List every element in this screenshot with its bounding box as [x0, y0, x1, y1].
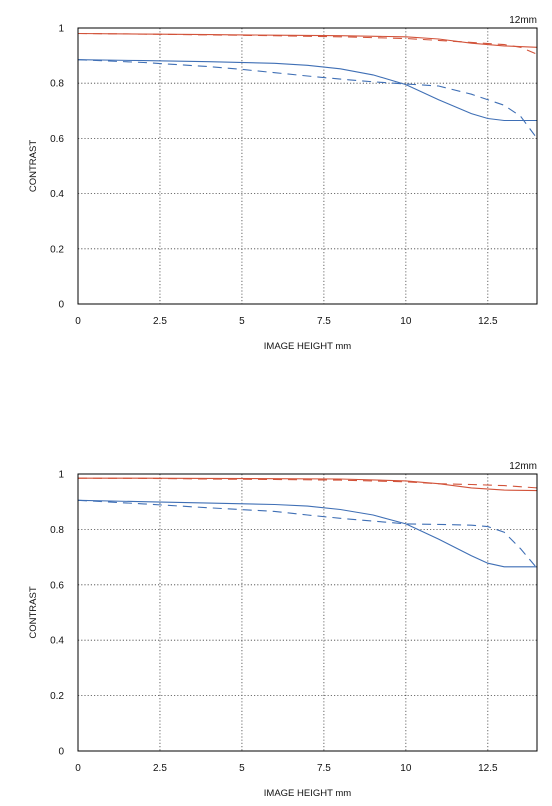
- x-axis-label: IMAGE HEIGHT mm: [264, 788, 352, 799]
- x-tick-label: 7.5: [317, 763, 331, 774]
- series-line-1: [77, 32, 538, 48]
- x-tick-label: 0: [75, 763, 81, 774]
- y-tick-label: 0.8: [50, 525, 64, 536]
- x-tick-label: 12.5: [478, 316, 498, 327]
- y-tick-label: 0: [58, 747, 64, 758]
- series-line-3: [77, 59, 537, 122]
- plot-frame: [77, 27, 538, 305]
- y-axis-label: CONTRAST: [28, 586, 39, 638]
- x-tick-label: 7.5: [317, 316, 331, 327]
- x-tick-label: 10: [400, 763, 412, 774]
- series-line-3: [77, 499, 537, 568]
- x-tick-label: 10: [400, 316, 412, 327]
- plot-frame: [77, 473, 538, 752]
- y-tick-label: 0.8: [50, 79, 64, 90]
- x-axis-label: IMAGE HEIGHT mm: [264, 341, 352, 352]
- y-tick-label: 0.2: [50, 691, 64, 702]
- focal-length-label: 12mm: [509, 15, 537, 26]
- y-axis-label: CONTRAST: [28, 140, 39, 192]
- series-line-4: [77, 59, 538, 139]
- y-tick-label: 0.2: [50, 244, 64, 255]
- y-tick-label: 1: [58, 470, 64, 481]
- series-line-4: [77, 499, 538, 569]
- x-tick-label: 5: [239, 763, 245, 774]
- focal-length-label: 12mm: [509, 461, 537, 472]
- series-line-2: [77, 32, 538, 55]
- x-tick-label: 0: [75, 316, 81, 327]
- series-line-2: [77, 477, 538, 489]
- y-tick-label: 0.4: [50, 189, 64, 200]
- x-tick-label: 2.5: [153, 763, 167, 774]
- y-tick-label: 0.6: [50, 134, 64, 145]
- y-tick-label: 0: [58, 300, 64, 311]
- y-tick-label: 0.6: [50, 580, 64, 591]
- x-tick-label: 12.5: [478, 763, 498, 774]
- x-tick-label: 2.5: [153, 316, 167, 327]
- y-tick-label: 1: [58, 24, 64, 35]
- x-tick-label: 5: [239, 316, 245, 327]
- y-tick-label: 0.4: [50, 636, 64, 647]
